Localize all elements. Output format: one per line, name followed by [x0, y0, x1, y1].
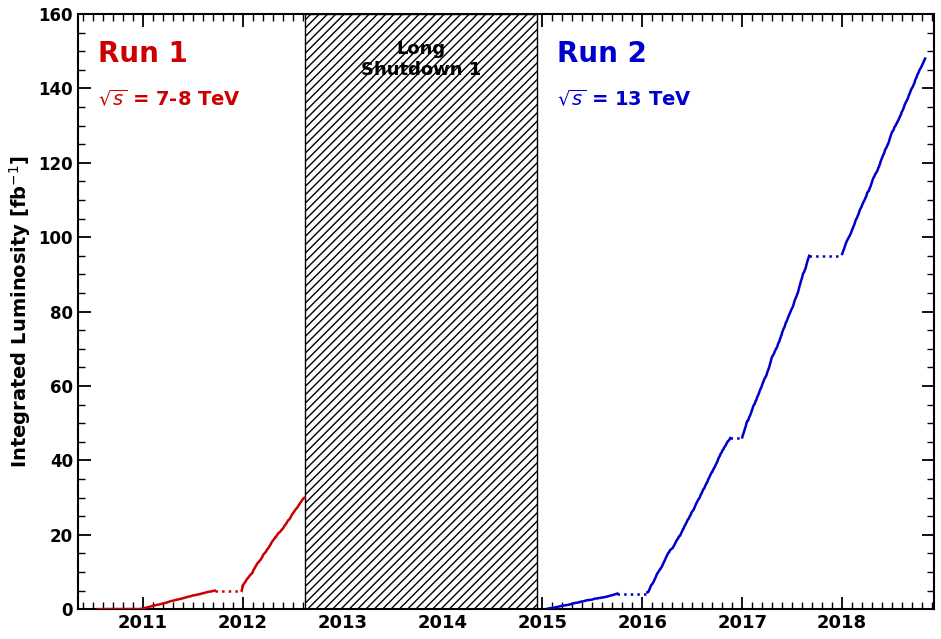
Bar — [305, 14, 537, 609]
Text: Run 1: Run 1 — [98, 40, 187, 68]
Text: $\sqrt{s}$ = 13 TeV: $\sqrt{s}$ = 13 TeV — [557, 88, 693, 109]
Text: Long
Shutdown 1: Long Shutdown 1 — [361, 40, 481, 79]
Text: $\sqrt{s}$ = 7-8 TeV: $\sqrt{s}$ = 7-8 TeV — [98, 88, 241, 109]
Y-axis label: Integrated Luminosity [fb$^{-1}$]: Integrated Luminosity [fb$^{-1}$] — [7, 155, 33, 468]
Text: Run 2: Run 2 — [557, 40, 647, 68]
